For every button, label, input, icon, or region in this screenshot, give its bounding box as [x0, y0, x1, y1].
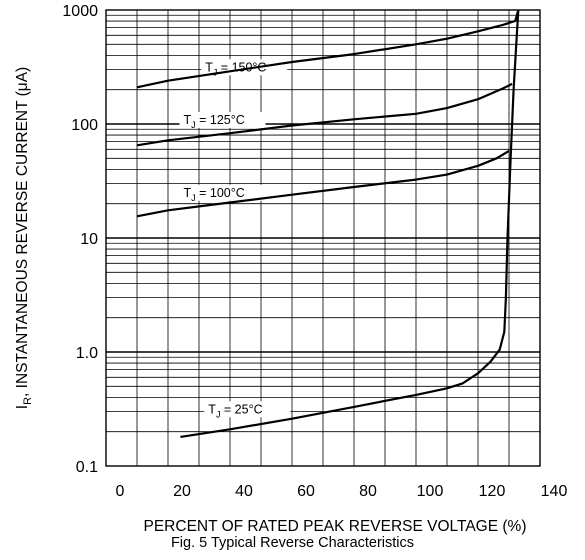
series-label-subscript: J — [216, 409, 221, 419]
series-label-rest: = 125°C — [196, 113, 245, 127]
y-tick-label: 0.1 — [76, 459, 98, 476]
series-label-main: T — [205, 60, 213, 74]
y-axis-title-rest: , INSTANTANEOUS REVERSE CURRENT (μA) — [14, 67, 31, 397]
series-label-subscript: J — [213, 67, 218, 77]
x-tick-label: 40 — [235, 483, 253, 500]
y-axis-title-subscript: R — [22, 397, 34, 405]
series-label-subscript: J — [191, 120, 196, 130]
series-line-2 — [136, 150, 510, 218]
figure-caption: Fig. 5 Typical Reverse Characteristics — [170, 535, 415, 551]
x-tick-label: 80 — [359, 483, 377, 500]
series-label-background — [179, 184, 266, 201]
plot-frame — [105, 9, 541, 467]
x-tick-labels: 0 20 40 60 80 100 120 140 — [116, 483, 568, 500]
series-line-3 — [180, 9, 520, 438]
x-tick-label: 0 — [116, 483, 125, 500]
series-label-rest: = 25°C — [220, 402, 262, 416]
series-label-background — [201, 59, 288, 76]
label-backgrounds — [179, 59, 291, 418]
y-tick-label: 1000 — [62, 3, 98, 20]
series-label-1: TJ = 125°C — [184, 113, 245, 130]
y-tick-label: 1.0 — [76, 345, 98, 362]
series-line-1 — [136, 82, 513, 147]
y-axis-title-main: I — [14, 405, 31, 409]
y-tick-label: 10 — [80, 231, 98, 248]
x-tick-label: 140 — [541, 483, 568, 500]
series-label-0: TJ = 150°C — [205, 60, 266, 77]
series-label-rest: = 150°C — [217, 60, 266, 74]
y-tick-label: 100 — [71, 117, 98, 134]
series-label-3: TJ = 25°C — [208, 402, 262, 419]
grid — [106, 10, 540, 466]
series-labels: TJ = 150°CTJ = 125°CTJ = 100°CTJ = 25°C — [184, 60, 267, 419]
series-label-2: TJ = 100°C — [184, 186, 245, 203]
x-axis-title: PERCENT OF RATED PEAK REVERSE VOLTAGE (%… — [144, 518, 527, 535]
series-label-rest: = 100°C — [196, 186, 245, 200]
x-tick-label: 120 — [479, 483, 506, 500]
series-label-main: T — [184, 186, 192, 200]
y-axis-title: IR, INSTANTANEOUS REVERSE CURRENT (μA) — [14, 67, 34, 409]
x-tick-label: 20 — [173, 483, 191, 500]
series-lines — [136, 9, 520, 438]
series-label-main: T — [184, 113, 192, 127]
x-tick-label: 100 — [417, 483, 444, 500]
x-tick-label: 60 — [297, 483, 315, 500]
series-line-0 — [136, 9, 520, 89]
y-tick-labels: 0.1 1.0 10 100 1000 — [62, 3, 98, 476]
series-label-background — [179, 112, 266, 128]
series-label-main: T — [208, 402, 216, 416]
series-label-subscript: J — [191, 193, 196, 203]
series-label-background — [204, 401, 291, 418]
